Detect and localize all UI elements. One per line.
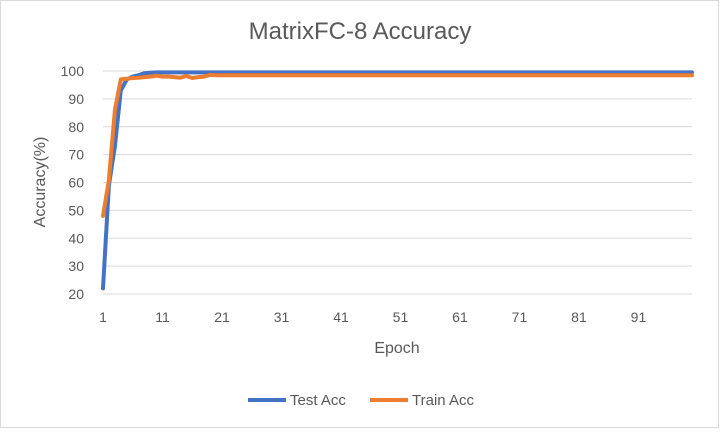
series-lines [101,70,694,291]
series-line-test-acc [101,70,694,291]
y-tick-label: 100 [61,63,85,79]
y-axis-title: Accuracy(%) [32,137,49,228]
legend: Test Acc Train Acc [248,392,474,409]
y-tick-label: 80 [68,119,84,135]
y-tick-label: 20 [68,286,84,302]
x-tick-label: 1 [99,309,107,325]
series-line-train-acc [101,72,694,218]
x-tick-label: 81 [571,309,587,325]
x-tick-label: 41 [333,309,349,325]
gridlines [103,70,692,295]
y-tick-labels: 20 30 40 50 60 70 80 90 100 [61,63,85,302]
y-tick-label: 60 [68,175,84,191]
legend-label-train-acc: Train Acc [412,392,474,409]
y-tick-label: 50 [68,202,84,218]
x-tick-label: 11 [155,309,170,325]
y-tick-label: 90 [68,91,84,107]
y-tick-label: 30 [68,258,84,274]
x-tick-label: 31 [274,309,290,325]
y-tick-label: 70 [68,147,84,163]
legend-label-test-acc: Test Acc [290,392,346,409]
x-tick-label: 61 [452,309,468,325]
x-axis-title: Epoch [374,340,419,357]
chart-title: MatrixFC-8 Accuracy [249,18,472,45]
y-tick-label: 40 [68,230,84,246]
x-tick-label: 21 [214,309,230,325]
x-tick-label: 91 [631,309,647,325]
x-tick-label: 71 [512,309,528,325]
x-tick-label: 51 [393,309,409,325]
x-tick-labels: 1 11 21 31 41 51 61 71 81 91 [99,309,646,325]
